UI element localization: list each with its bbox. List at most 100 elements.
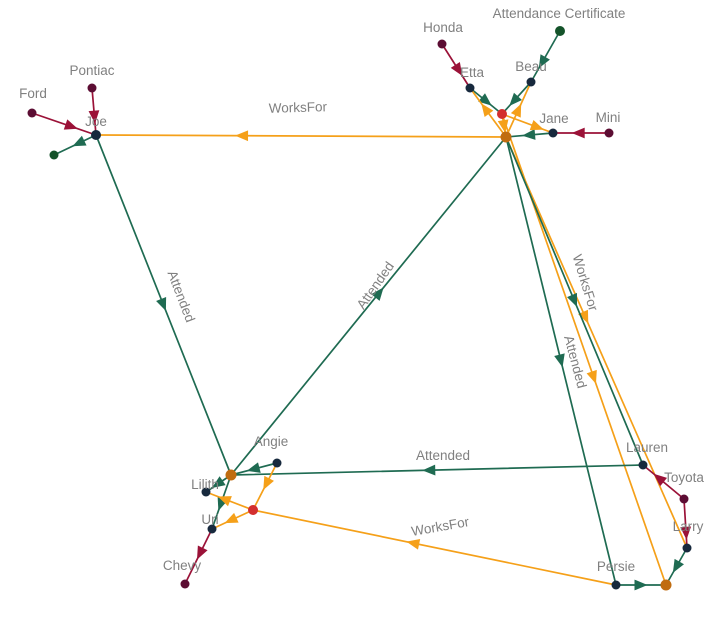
graph-edge [505,136,644,466]
node-label: Persie [597,559,635,574]
node-label: Joe [85,114,107,129]
edge-arrowhead [211,476,226,489]
edge-arrowhead [246,462,261,473]
graph-node[interactable] [638,460,648,470]
edge-line [501,113,554,134]
edge-arrowhead [578,309,589,324]
edge-arrowhead [235,130,249,142]
edge-arrowhead [509,92,522,107]
graph-edge [469,87,507,138]
graph-edge [53,134,97,156]
edge-line [230,136,507,476]
graph-node[interactable] [604,128,614,138]
edge-arrowhead [522,129,536,140]
edge-arrowhead [406,539,421,550]
node-label: Chevy [163,558,202,573]
edge-arrowhead [680,526,692,540]
graph-node[interactable] [437,39,447,49]
edge-arrowhead [571,127,585,139]
graph-edge [31,112,97,136]
edge-arrowhead [371,287,384,301]
graph-node[interactable] [91,130,101,140]
graph-edge [505,136,617,586]
graph-node[interactable] [497,109,507,119]
edge-arrowhead [554,353,565,368]
graph-node[interactable] [201,487,211,497]
edge-line [31,112,97,136]
graph-node[interactable] [500,131,512,143]
edge-line [505,136,688,549]
graph-node[interactable] [555,26,565,36]
graph-edge [95,130,507,142]
node-label: Beau [515,59,547,74]
edge-arrowhead [72,135,87,147]
graph-edge [505,129,554,140]
graph-node[interactable] [225,469,237,481]
graph-edge [680,498,692,549]
edge-arrowhead [567,292,578,307]
graph-edge [441,43,471,89]
edge-line [683,498,688,549]
edge-arrowhead [481,103,494,118]
graph-node[interactable] [87,83,97,93]
edge-arrowhead [450,62,463,76]
graph-node[interactable] [682,543,692,553]
graph-edge [505,81,532,138]
graph-node[interactable] [526,77,536,87]
node-label: Pontiac [69,63,114,78]
node-label: Larry [673,519,704,534]
edge-line [230,464,644,476]
edge-arrowhead [224,512,239,524]
nodes-layer [27,26,692,591]
node-label: Etta [460,65,485,80]
node-label: Uri [201,512,218,527]
graph-edge [211,509,254,530]
graph-edge [205,491,254,511]
edge-arrowhead [63,119,78,130]
graph-edge [642,464,685,500]
edge-arrowhead [422,464,436,476]
edge-arrowhead [586,369,597,384]
edge-label: Attended [416,448,470,463]
graph-node[interactable] [465,83,475,93]
node-label: Toyota [664,470,704,485]
edge-arrowhead [217,496,232,507]
graph-edge [88,87,100,136]
graph-node[interactable] [611,580,621,590]
edge-arrowhead [263,475,274,490]
graph-node[interactable] [548,128,558,138]
edge-label: Attended [354,259,397,312]
graph-node[interactable] [248,505,258,515]
graph-node[interactable] [272,458,282,468]
graph-node[interactable] [180,579,190,589]
graph-node[interactable] [49,150,59,160]
graph-edge [665,547,688,586]
graph-edge [230,462,278,476]
edge-arrowhead [634,579,648,591]
graph-edge [505,136,688,549]
node-label: Lauren [626,440,668,455]
graph-edge [252,509,617,586]
edge-arrowhead [529,119,544,131]
graph-edge [501,81,532,115]
node-label: Angie [254,434,289,449]
node-label: Ford [19,86,47,101]
graph-edge [230,136,507,476]
edge-line [530,30,561,83]
graph-node[interactable] [679,494,689,504]
edge-arrowhead [156,296,167,312]
graph-node[interactable] [660,579,672,591]
edge-line [252,509,617,586]
node-label: Attendance Certificate [493,6,626,21]
edge-arrowhead [510,103,522,118]
edge-label: WorksFor [410,514,470,539]
graph-node[interactable] [27,108,37,118]
edge-label: WorksFor [269,99,328,116]
node-label: Lilith [191,477,219,492]
edge-arrowhead [672,558,684,573]
node-label: Honda [423,20,463,35]
graph-node[interactable] [207,524,217,534]
graph-edge [230,464,644,476]
